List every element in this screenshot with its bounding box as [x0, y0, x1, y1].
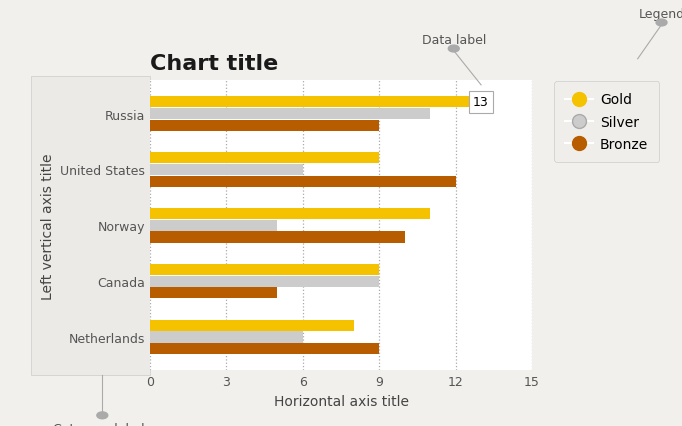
- Text: Data label: Data label: [421, 35, 486, 47]
- Text: Category labels: Category labels: [53, 422, 151, 426]
- Legend: Gold, Silver, Bronze: Gold, Silver, Bronze: [554, 82, 659, 163]
- Bar: [150, 121, 379, 132]
- Bar: [150, 343, 379, 354]
- Bar: [150, 153, 379, 164]
- Text: Legend: Legend: [638, 9, 682, 21]
- X-axis label: Horizontal axis title: Horizontal axis title: [273, 394, 409, 408]
- Bar: [150, 97, 481, 108]
- Text: Chart title: Chart title: [150, 54, 278, 74]
- Bar: [150, 232, 404, 243]
- Bar: [150, 331, 303, 343]
- Bar: [150, 208, 430, 220]
- Bar: [150, 320, 354, 331]
- Y-axis label: Left vertical axis title: Left vertical axis title: [41, 153, 55, 299]
- Bar: [150, 164, 303, 176]
- Bar: [150, 276, 379, 287]
- Bar: [150, 288, 278, 299]
- Bar: [150, 264, 379, 275]
- Text: 13: 13: [473, 96, 489, 109]
- Bar: [150, 176, 456, 187]
- Bar: [150, 109, 430, 120]
- Bar: [150, 220, 278, 231]
